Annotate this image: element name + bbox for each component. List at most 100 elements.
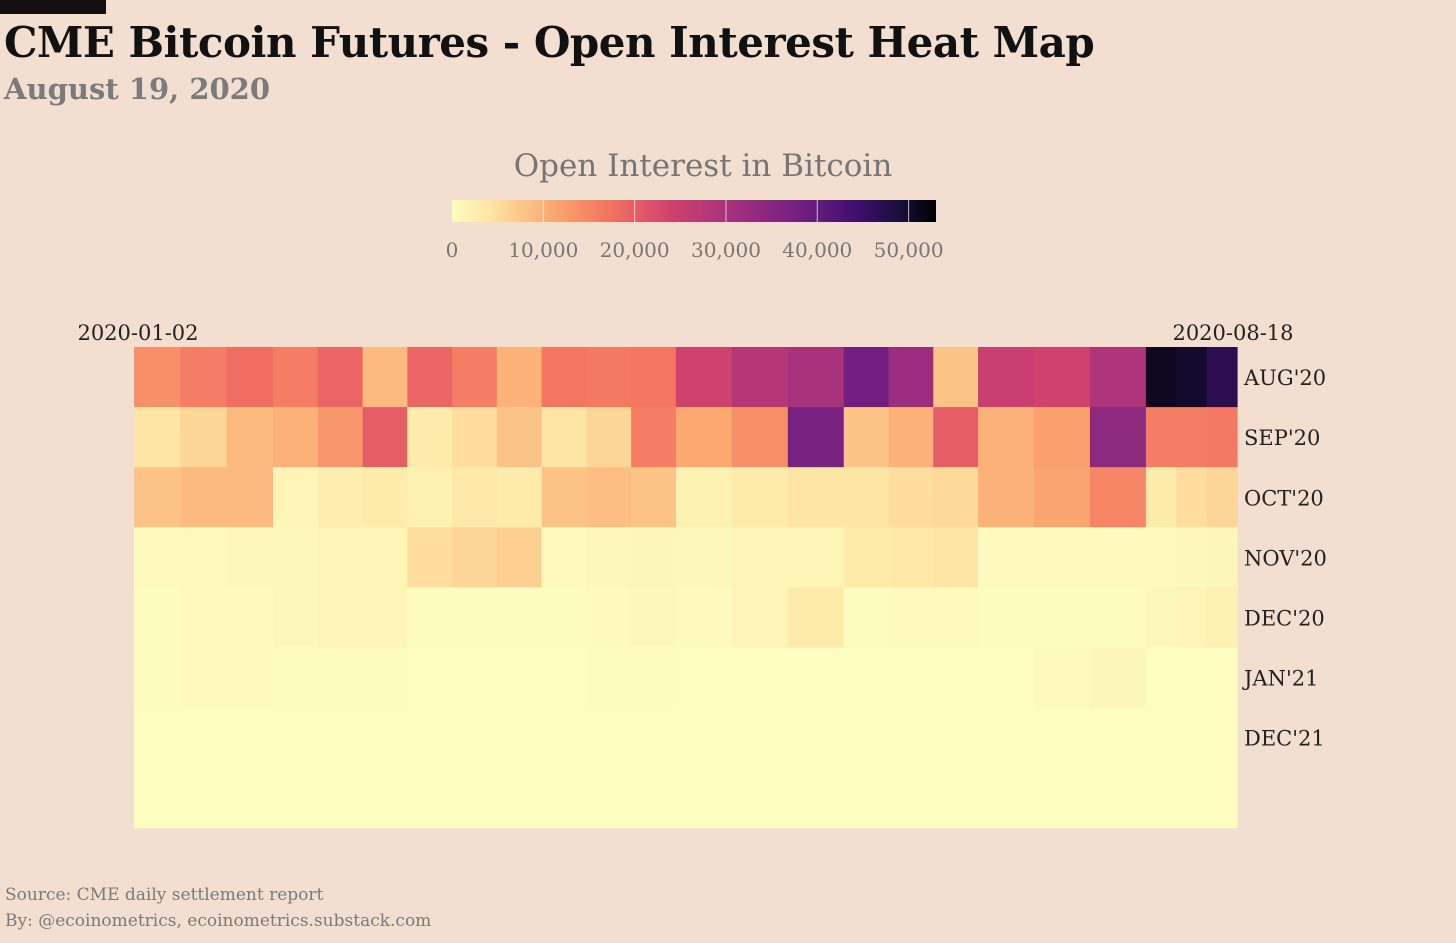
heatmap-cell [888,527,934,588]
heatmap-cell [317,767,364,829]
heatmap-cell [631,407,677,468]
heatmap-cell [452,407,498,468]
heatmap-cell [1089,587,1147,649]
legend-tick-label: 10,000 [508,238,578,262]
heatmap-cell [273,527,319,588]
heatmap-cell [731,587,789,649]
heatmap-cell [134,467,181,528]
legend-tick-label: 20,000 [600,238,670,262]
heatmap-cell [978,587,1035,649]
heatmap-cell [675,707,733,769]
heatmap-cell [541,467,587,528]
heatmap-cell [586,347,632,408]
y-axis-label: OCT'20 [1244,486,1324,510]
x-axis-labels: 2020-01-02 2020-08-18 [77,321,1293,345]
heatmap-cell [1033,407,1091,468]
heatmap-cell [1145,767,1177,829]
heatmap-cell [541,587,587,649]
color-legend: 0 10,000 20,000 30,000 40,000 50,000 [446,200,944,262]
heatmap-cell [1145,707,1177,769]
heatmap-cell [1176,707,1208,769]
heatmap-cell [631,647,677,709]
heatmap-cell [317,467,364,528]
heatmap-cell [452,467,498,528]
heatmap-cell [933,647,979,709]
heatmap-cell [1089,647,1147,709]
y-axis-label: NOV'20 [1244,546,1327,570]
heatmap-cell [843,527,890,588]
heatmap-cell [978,767,1035,829]
heatmap-cell [496,467,543,528]
heatmap-cell [1033,467,1091,528]
heatmap-cell [631,527,677,588]
heatmap-cell [496,407,543,468]
heatmap-cell [675,647,733,709]
heatmap-cell [675,407,733,468]
heatmap-cell [631,707,677,769]
heatmap-cell [496,347,543,408]
heatmap-cell [586,587,632,649]
heatmap-cell [362,587,408,649]
heatmap-cell [731,347,789,408]
heatmap-cell [180,407,228,468]
legend-color-bar [452,200,936,222]
heatmap-cell [787,707,845,769]
heatmap-cell [631,467,677,528]
heatmap-cell [888,407,934,468]
heatmap-cell [1033,587,1091,649]
heatmap-cell [1089,407,1147,468]
heatmap-cell [787,587,845,649]
heatmap-cell [452,527,498,588]
heatmap-cell [1176,767,1208,829]
heatmap-cell [978,407,1035,468]
heatmap-cell [586,467,632,528]
heatmap-cell [787,467,845,528]
heatmap-cell [586,527,632,588]
heatmap-cell [362,707,408,769]
heatmap-cell [731,407,789,468]
heatmap-cell [180,587,228,649]
heatmap-cell [787,407,845,468]
heatmap-cell [273,467,319,528]
heatmap-cell [1176,647,1208,709]
heatmap-cell [1089,707,1147,769]
heatmap-cell [1206,467,1238,528]
heatmap-cell [586,707,632,769]
heatmap-cell [731,467,789,528]
heatmap-cell [731,767,789,829]
heatmap-cell [226,587,274,649]
heatmap-cell [1206,347,1238,408]
heatmap-cell [787,347,845,408]
heatmap-cell [180,467,228,528]
heatmap-cell [134,347,181,408]
heatmap-cell [226,407,274,468]
heatmap-cell [134,707,181,769]
heatmap-cell [933,527,979,588]
heatmap-cell [675,527,733,588]
legend-tick-label: 30,000 [691,238,761,262]
heatmap-cell [843,467,890,528]
heatmap-cell [631,767,677,829]
heatmap-cell [541,647,587,709]
heatmap-cell [541,767,587,829]
heatmap-cell [226,347,274,408]
heatmap-cell [273,767,319,829]
legend-tick-label: 40,000 [782,238,852,262]
heatmap-cell [1145,347,1177,408]
heatmap-cell [843,767,890,829]
heatmap-cell [933,767,979,829]
heatmap-cell [407,647,453,709]
heatmap-cell [933,707,979,769]
heatmap-cell [731,647,789,709]
heatmap-cell [407,707,453,769]
legend-title: Open Interest in Bitcoin [513,148,893,184]
heatmap-cell [1089,347,1147,408]
heatmap-cell [675,587,733,649]
heatmap-cell [1033,647,1091,709]
heatmap-cell [933,467,979,528]
heatmap-cell [226,647,274,709]
y-axis-label: SEP'20 [1244,426,1320,450]
heatmap-cell [496,767,543,829]
heatmap-cell [407,527,453,588]
heatmap-cell [362,407,408,468]
